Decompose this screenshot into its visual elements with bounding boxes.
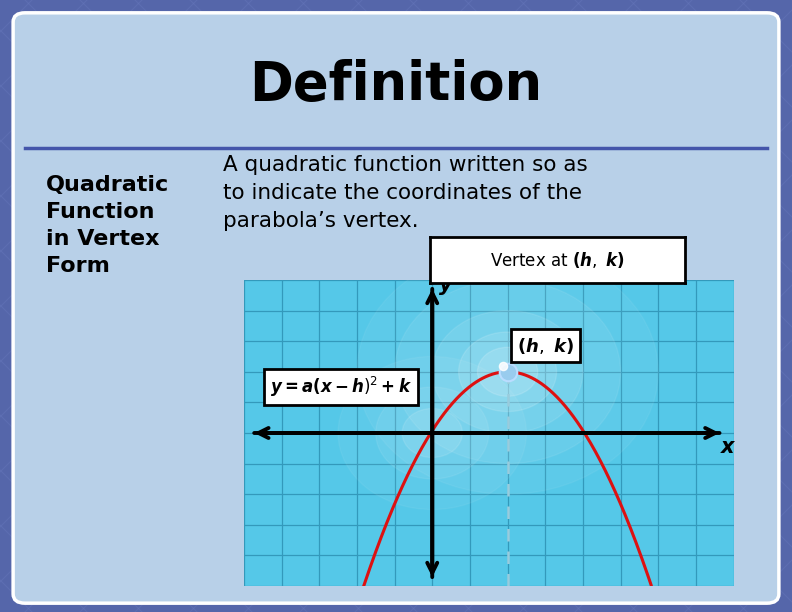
Point xyxy=(501,367,514,376)
Text: $\boldsymbol{y = a(x-h)^2+k}$: $\boldsymbol{y = a(x-h)^2+k}$ xyxy=(270,375,412,399)
Circle shape xyxy=(402,408,463,458)
Circle shape xyxy=(459,332,557,411)
Text: y: y xyxy=(439,275,452,296)
Text: x: x xyxy=(722,437,735,457)
Point xyxy=(497,361,509,371)
Circle shape xyxy=(357,249,658,494)
Circle shape xyxy=(394,280,621,464)
Text: Quadratic
Function
in Vertex
Form: Quadratic Function in Vertex Form xyxy=(47,174,169,276)
Text: A quadratic function written so as
to indicate the coordinates of the
parabola’s: A quadratic function written so as to in… xyxy=(223,155,588,231)
Circle shape xyxy=(432,310,583,433)
Text: $\boldsymbol{(h,\ k)}$: $\boldsymbol{(h,\ k)}$ xyxy=(517,336,574,356)
Text: Vertex at $\boldsymbol{(h,\ k)}$: Vertex at $\boldsymbol{(h,\ k)}$ xyxy=(490,250,625,270)
Circle shape xyxy=(338,356,527,510)
Text: Definition: Definition xyxy=(249,59,543,111)
Circle shape xyxy=(478,347,538,396)
Circle shape xyxy=(375,387,489,479)
